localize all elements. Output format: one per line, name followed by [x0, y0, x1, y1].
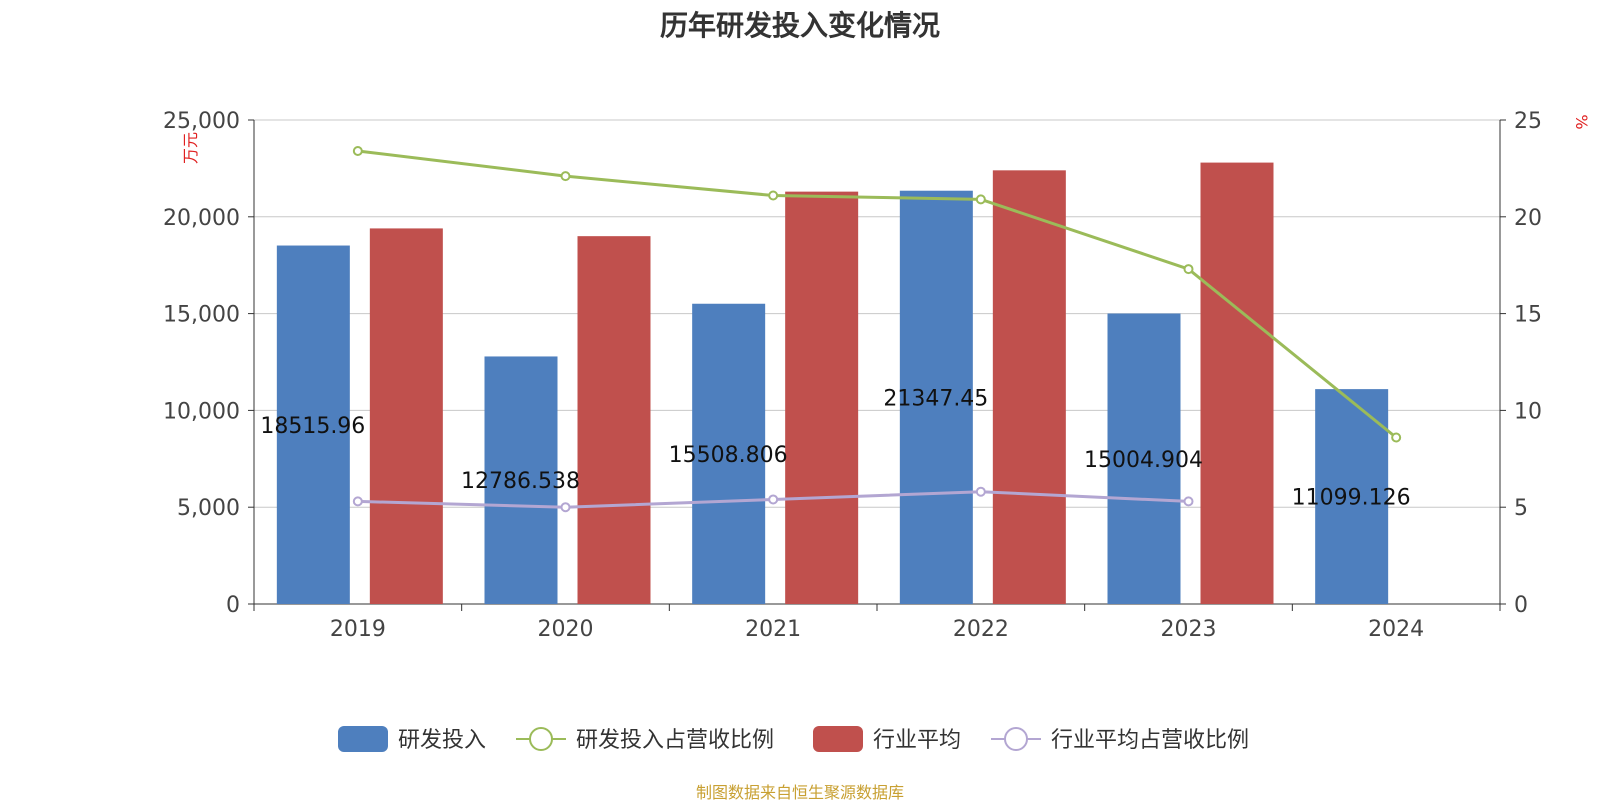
- rd-ratio-point: [560, 171, 571, 182]
- bar-rd-investment: [1315, 389, 1389, 604]
- y-left-tick-label: 0: [226, 593, 240, 618]
- bar-industry-average: [1200, 162, 1274, 605]
- bar-rd-investment: [692, 303, 766, 604]
- data-source-note: 制图数据来自恒生聚源数据库: [695, 783, 904, 802]
- y-left-tick-label: 5,000: [177, 496, 240, 521]
- rd-ratio-point: [1391, 432, 1402, 443]
- bar-industry-average: [992, 170, 1066, 604]
- industry-ratio-point: [352, 496, 363, 507]
- x-tick-label: 2020: [538, 617, 594, 642]
- bar-industry-average: [785, 191, 859, 604]
- bar-industry-average: [369, 228, 443, 604]
- bar-rd-investment: [276, 245, 350, 605]
- legend-swatch-bar: [338, 726, 388, 752]
- rd-ratio-point: [768, 190, 779, 201]
- data-label-rd: 15004.904: [1084, 448, 1203, 473]
- data-label-rd: 11099.126: [1292, 486, 1411, 511]
- y-left-tick-label: 25,000: [163, 109, 240, 134]
- y-right-tick-label: 25: [1514, 109, 1542, 134]
- bar-rd-investment: [899, 190, 973, 604]
- data-label-rd: 18515.96: [260, 414, 365, 439]
- legend-swatch-marker: [529, 727, 553, 751]
- y-right-unit-label: %: [1572, 114, 1591, 129]
- legend-swatch-bar: [813, 726, 863, 752]
- legend-label: 研发投入: [398, 728, 486, 753]
- x-tick-label: 2022: [953, 617, 1009, 642]
- industry-ratio-point: [1183, 496, 1194, 507]
- y-right-tick-label: 20: [1514, 206, 1542, 231]
- rd-ratio-point: [975, 194, 986, 205]
- y-right-tick-label: 15: [1514, 303, 1542, 328]
- bar-rd-investment: [484, 356, 558, 604]
- legend-swatch-marker: [1004, 727, 1028, 751]
- y-right-tick-label: 0: [1514, 593, 1528, 618]
- industry-ratio-point: [768, 494, 779, 505]
- data-label-rd: 21347.45: [883, 386, 988, 411]
- industry-ratio-point: [975, 486, 986, 497]
- rd-ratio-point: [1183, 264, 1194, 275]
- industry-ratio-point: [560, 502, 571, 513]
- bar-rd-investment: [1107, 313, 1181, 604]
- legend-label: 研发投入占营收比例: [576, 728, 774, 753]
- data-label-rd: 12786.538: [461, 469, 580, 494]
- x-tick-label: 2023: [1161, 617, 1217, 642]
- bar-industry-average: [577, 236, 651, 604]
- x-tick-label: 2021: [745, 617, 801, 642]
- chart-title: 历年研发投入变化情况: [659, 9, 940, 42]
- rd-ratio-point: [352, 145, 363, 156]
- y-right-tick-label: 10: [1514, 399, 1542, 424]
- y-left-tick-label: 15,000: [163, 303, 240, 328]
- data-label-rd: 15508.806: [669, 443, 788, 468]
- y-right-tick-label: 5: [1514, 496, 1528, 521]
- x-tick-label: 2024: [1368, 617, 1424, 642]
- y-left-tick-label: 20,000: [163, 206, 240, 231]
- x-tick-label: 2019: [330, 617, 386, 642]
- legend-label: 行业平均: [873, 728, 961, 753]
- y-left-tick-label: 10,000: [163, 399, 240, 424]
- y-left-unit-label: 万元: [181, 132, 200, 164]
- legend-label: 行业平均占营收比例: [1051, 728, 1249, 753]
- rd-ratio-line: [357, 149, 1398, 439]
